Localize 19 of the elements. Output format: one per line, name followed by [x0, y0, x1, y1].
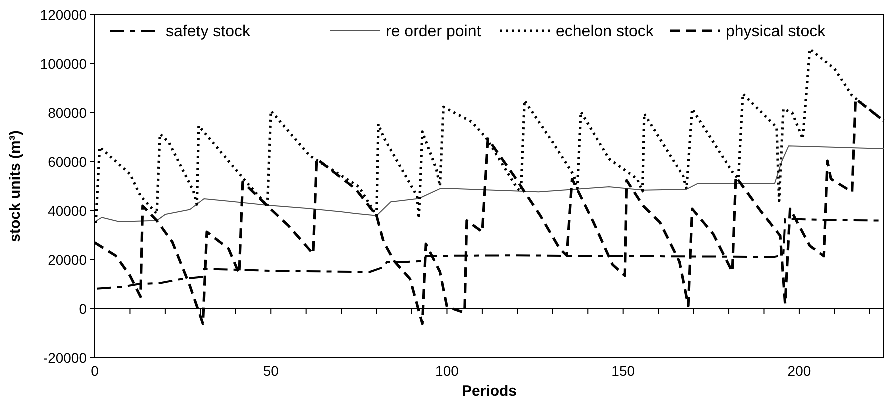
y-tick-label: 100000 — [40, 56, 88, 72]
x-tick-label: 200 — [788, 363, 812, 379]
legend-label: physical stock — [726, 24, 827, 41]
x-axis-title: Periods — [462, 383, 518, 400]
legend-label: safety stock — [166, 24, 252, 41]
legend-label: echelon stock — [556, 24, 655, 41]
legend-label: re order point — [386, 24, 482, 41]
y-tick-label: 40000 — [48, 202, 88, 219]
y-tick-label: 20000 — [48, 252, 88, 268]
x-tick-label: 50 — [263, 363, 280, 379]
y-tick-label: 0 — [79, 300, 88, 317]
y-tick-label: 60000 — [48, 154, 88, 170]
x-tick-label: 150 — [612, 363, 636, 379]
y-axis-title: stock units (m³) — [7, 130, 24, 242]
x-tick-label: 100 — [436, 363, 460, 379]
y-tick-label: -20000 — [43, 350, 88, 366]
y-tick-label: 120000 — [40, 6, 88, 23]
y-tick-label: 80000 — [48, 104, 88, 121]
x-tick-label: 0 — [91, 363, 100, 379]
